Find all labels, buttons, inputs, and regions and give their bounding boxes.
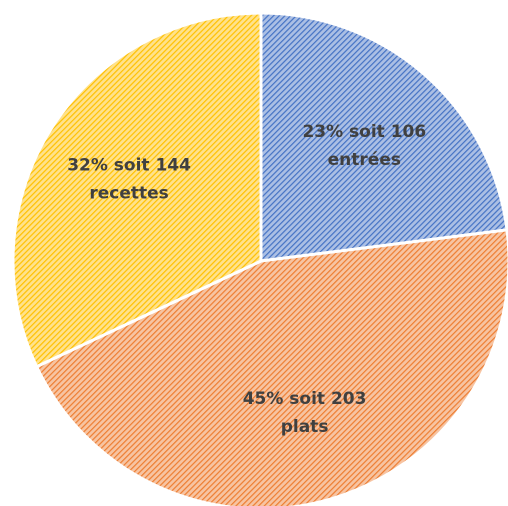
slice-category-label: entrées (328, 150, 401, 170)
slice-value-label: 32% soit 144 (67, 155, 191, 175)
slice-value-label: 23% soit 106 (302, 122, 426, 142)
pie-slice (259, 11, 508, 263)
slice-value-label: 45% soit 203 (243, 389, 367, 409)
slice-category-label: plats (281, 417, 329, 437)
pie-slice (34, 228, 508, 506)
pie-slice (11, 11, 263, 369)
slice-category-label: recettes (89, 183, 168, 203)
